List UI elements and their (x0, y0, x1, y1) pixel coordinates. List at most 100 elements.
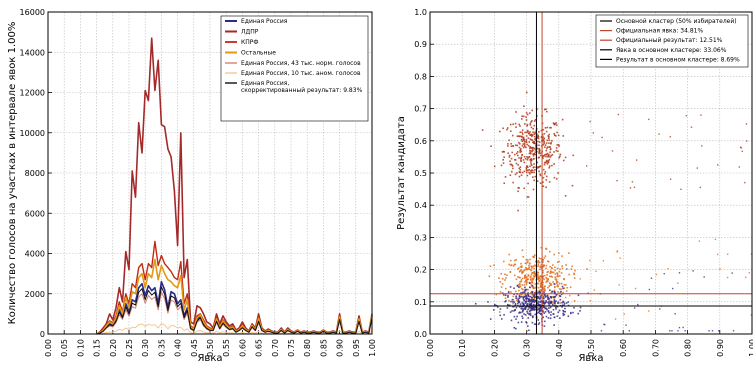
scatter-outlier-2 (587, 292, 589, 294)
scatter-point-2 (559, 295, 561, 297)
scatter-point-2 (524, 289, 526, 292)
scatter-point-0 (512, 167, 514, 170)
scatter-point-0 (546, 163, 549, 165)
scatter-point-0 (542, 157, 544, 160)
scatter-point-0 (523, 138, 526, 141)
scatter-point-0 (523, 142, 526, 145)
scatter-point-2 (549, 317, 552, 320)
scatter-point-1 (563, 283, 566, 286)
scatter-outlier-2 (682, 326, 684, 329)
scatter-point-1 (553, 289, 556, 292)
scatter-point-2 (529, 306, 531, 309)
legend-label-4: Результат в основном кластере: 8.69% (616, 56, 740, 63)
scatter-point-0 (522, 143, 524, 145)
scatter-point-2 (504, 294, 507, 297)
scatter-point-1 (538, 260, 540, 263)
scatter-point-2 (511, 298, 514, 301)
scatter-point-2 (533, 299, 535, 301)
scatter-point-2 (553, 316, 556, 319)
scatter-point-0 (515, 126, 517, 129)
scatter-point-1 (495, 293, 498, 296)
scatter-outlier-1 (616, 251, 618, 253)
scatter-point-0 (553, 123, 556, 125)
scatter-point-0 (527, 157, 529, 159)
scatter-point-1 (540, 257, 542, 260)
scatter-point-2 (494, 303, 496, 306)
scatter-point-1 (521, 288, 523, 290)
scatter-point-0 (508, 156, 511, 158)
scatter-point-2 (532, 299, 534, 301)
scatter-outlier-0 (738, 166, 741, 168)
scatter-point-0 (533, 171, 535, 174)
scatter-point-0 (530, 159, 533, 161)
scatter-point-2 (525, 295, 528, 298)
scatter-point-2 (542, 304, 545, 307)
scatter-outlier-1 (623, 313, 625, 315)
scatter-point-1 (538, 280, 540, 282)
legend-label-0: Основной кластер (50% избирателей) (616, 18, 737, 25)
scatter-point-1 (523, 269, 526, 272)
y-tick-label: 10000 (20, 129, 45, 138)
scatter-point-0 (530, 135, 533, 138)
scatter-point-2 (561, 285, 564, 288)
scatter-point-2 (543, 320, 546, 323)
scatter-point-0 (533, 120, 536, 122)
scatter-point-1 (521, 277, 524, 280)
scatter-point-2 (545, 299, 547, 302)
scatter-point-2 (526, 310, 528, 313)
scatter-point-1 (534, 287, 536, 289)
scatter-point-1 (557, 291, 559, 293)
scatter-point-1 (544, 255, 547, 257)
scatter-point-0 (538, 141, 541, 143)
scatter-point-0 (525, 119, 528, 121)
scatter-outlier-1 (595, 270, 597, 273)
scatter-point-1 (532, 286, 535, 288)
scatter-point-1 (520, 262, 522, 265)
scatter-point-1 (550, 271, 553, 273)
scatter-point-1 (513, 274, 516, 277)
scatter-point-2 (509, 304, 511, 307)
scatter-point-0 (519, 125, 521, 127)
scatter-point-2 (530, 296, 533, 299)
scatter-point-0 (539, 173, 542, 176)
scatter-point-1 (541, 287, 544, 289)
scatter-point-0 (522, 136, 525, 139)
scatter-point-2 (542, 310, 544, 313)
scatter-point-1 (563, 278, 565, 280)
scatter-point-0 (529, 131, 531, 133)
scatter-point-0 (549, 126, 551, 129)
scatter-point-0 (544, 161, 546, 164)
scatter-point-2 (521, 307, 523, 310)
scatter-point-1 (532, 277, 535, 280)
scatter-point-0 (536, 167, 539, 169)
scatter-point-0 (536, 161, 539, 164)
scatter-point-1 (538, 257, 541, 260)
scatter-point-0 (519, 149, 521, 152)
scatter-point-2 (513, 301, 516, 303)
scatter-point-2 (539, 291, 541, 293)
scatter-point-1 (550, 282, 552, 285)
scatter-point-1 (527, 278, 529, 280)
scatter-point-2 (534, 299, 536, 302)
scatter-point-0 (532, 155, 535, 157)
y-tick-label: 0.5 (414, 169, 427, 178)
scatter-point-0 (518, 157, 520, 159)
scatter-point-2 (553, 291, 556, 293)
scatter-point-0 (522, 146, 525, 149)
scatter-point-2 (530, 299, 533, 302)
scatter-point-1 (527, 275, 530, 277)
scatter-point-1 (543, 288, 546, 290)
x-tick-label: 0.60 (619, 339, 628, 357)
scatter-point-1 (493, 264, 495, 267)
scatter-point-1 (520, 266, 523, 268)
scatter-point-1 (539, 286, 542, 288)
y-tick-label: 0.6 (414, 137, 427, 146)
scatter-point-0 (538, 144, 540, 147)
scatter-point-0 (529, 150, 532, 152)
scatter-point-2 (531, 308, 534, 311)
scatter-point-0 (528, 112, 531, 114)
scatter-point-2 (525, 288, 528, 291)
scatter-point-1 (505, 277, 507, 279)
scatter-point-2 (563, 313, 566, 316)
